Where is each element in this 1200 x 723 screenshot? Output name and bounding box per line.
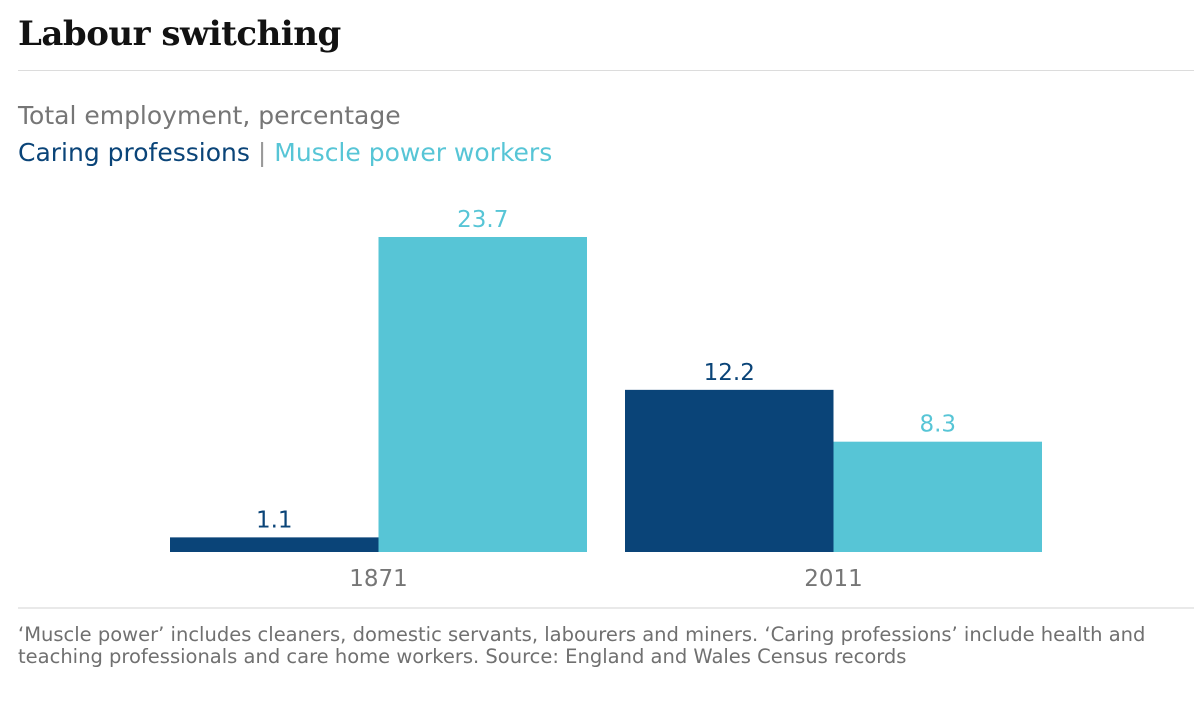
bar-muscle-power-workers-1871: [378, 237, 587, 552]
data-label-caring-professions-2011: 12.2: [704, 360, 755, 386]
chart-title: Labour switching: [18, 14, 341, 54]
footnote-divider: [18, 607, 1194, 609]
title-divider: [18, 70, 1194, 71]
bar-caring-professions-1871: [170, 537, 379, 552]
data-label-caring-professions-1871: 1.1: [256, 507, 293, 533]
footnote: ‘Muscle power’ includes cleaners, domest…: [18, 623, 1146, 668]
chart-subtitle: Total employment, percentage: [18, 101, 401, 130]
bar-caring-professions-2011: [625, 389, 834, 552]
data-label-muscle-power-workers-2011: 8.3: [919, 412, 956, 438]
x-tick-label-1871: 1871: [349, 566, 408, 592]
legend-separator: |: [257, 138, 267, 167]
legend-muscle-power-workers: Muscle power workers: [274, 138, 553, 167]
bar-muscle-power-workers-2011: [833, 441, 1042, 552]
x-tick-label-2011: 2011: [804, 566, 863, 592]
data-label-muscle-power-workers-1871: 23.7: [457, 207, 508, 233]
bar-chart: 1.1 23.7 1871 12.2 8.3 2011: [170, 207, 1042, 592]
legend: Caring professions | Muscle power worker…: [18, 138, 552, 167]
legend-caring-professions: Caring professions: [18, 138, 250, 167]
